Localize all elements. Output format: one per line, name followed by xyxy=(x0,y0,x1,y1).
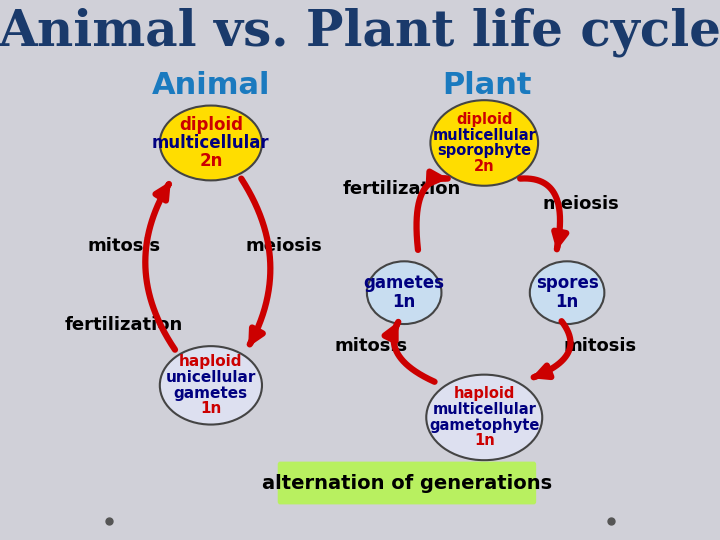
Text: meiosis: meiosis xyxy=(542,194,619,213)
Text: mitosis: mitosis xyxy=(87,238,161,255)
Text: 2n: 2n xyxy=(199,152,222,170)
Text: fertilization: fertilization xyxy=(65,316,183,334)
Text: haploid: haploid xyxy=(179,354,243,369)
Text: gametes: gametes xyxy=(174,386,248,401)
Ellipse shape xyxy=(160,105,262,180)
Text: multicellular: multicellular xyxy=(152,134,270,152)
Ellipse shape xyxy=(426,375,542,460)
Text: unicellular: unicellular xyxy=(166,370,256,385)
Text: alternation of generations: alternation of generations xyxy=(262,474,552,492)
Text: 1n: 1n xyxy=(200,401,222,416)
Text: Plant: Plant xyxy=(442,71,532,100)
Text: gametes: gametes xyxy=(364,274,445,292)
Ellipse shape xyxy=(530,261,604,324)
Text: fertilization: fertilization xyxy=(342,180,461,198)
FancyBboxPatch shape xyxy=(278,462,536,504)
Text: mitosis: mitosis xyxy=(564,337,636,355)
Ellipse shape xyxy=(431,100,538,186)
Text: gametophyte: gametophyte xyxy=(429,418,539,433)
Text: mitosis: mitosis xyxy=(335,337,408,355)
Text: haploid: haploid xyxy=(454,387,515,401)
Ellipse shape xyxy=(160,346,262,424)
Text: 1n: 1n xyxy=(555,293,579,311)
Text: sporophyte: sporophyte xyxy=(437,143,531,158)
Text: multicellular: multicellular xyxy=(432,127,536,143)
Text: meiosis: meiosis xyxy=(246,238,322,255)
Text: multicellular: multicellular xyxy=(432,402,536,417)
Ellipse shape xyxy=(367,261,441,324)
Text: 1n: 1n xyxy=(474,434,495,448)
Text: diploid: diploid xyxy=(456,112,513,127)
Text: spores: spores xyxy=(536,274,598,292)
Text: 2n: 2n xyxy=(474,159,495,174)
Text: diploid: diploid xyxy=(179,116,243,134)
Text: Animal vs. Plant life cycle: Animal vs. Plant life cycle xyxy=(0,8,720,57)
Text: 1n: 1n xyxy=(392,293,416,311)
Text: Animal: Animal xyxy=(152,71,270,100)
